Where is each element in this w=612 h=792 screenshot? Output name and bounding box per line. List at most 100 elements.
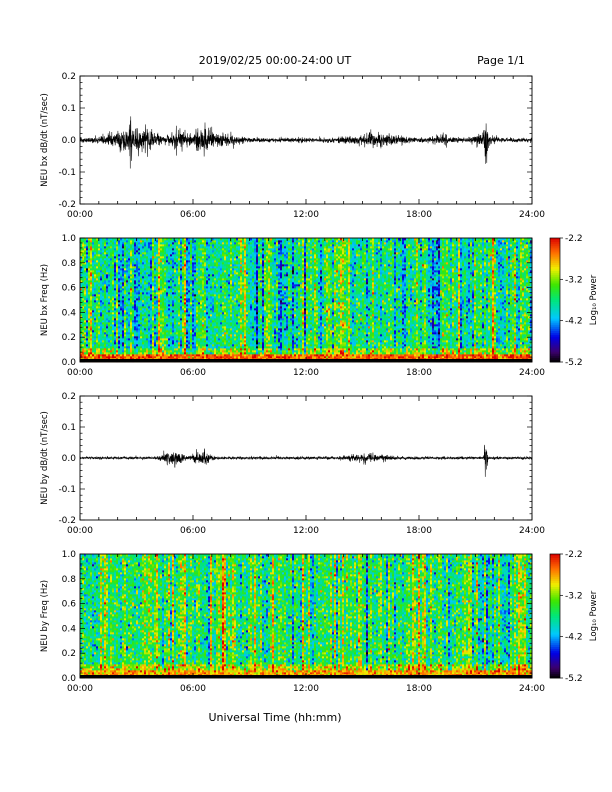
heatmap-cell [100,266,103,269]
heatmap-cell [142,306,145,309]
heatmap-cell [160,248,163,251]
heatmap-cell [120,244,123,247]
heatmap-cell [154,290,157,293]
heatmap-cell [122,256,125,259]
heatmap-cell [176,274,179,277]
heatmap-cell [110,280,113,283]
heatmap-cell [108,286,111,289]
heatmap-cell [98,340,101,343]
heatmap-cell [86,278,89,281]
heatmap-cell [146,356,149,359]
heatmap-cell [114,338,117,341]
heatmap-cell [232,268,235,271]
heatmap-cell [174,262,177,265]
heatmap-cell [84,322,87,325]
heatmap-cell [218,244,221,247]
heatmap-cell [138,248,141,251]
heatmap-cell [100,306,103,309]
heatmap-cell [176,244,179,247]
heatmap-cell [210,344,213,347]
heatmap-cell [150,312,153,315]
heatmap-cell [112,338,115,341]
heatmap-cell [100,346,103,349]
heatmap-cell [220,272,223,275]
heatmap-cell [134,322,137,325]
heatmap-cell [148,252,151,255]
heatmap-cell [140,322,143,325]
heatmap-cell [148,250,151,253]
heatmap-cell [84,314,87,317]
heatmap-cell [82,330,85,333]
heatmap-cell [208,310,211,313]
heatmap-cell [90,250,93,253]
heatmap-cell [190,318,193,321]
heatmap-cell [220,288,223,291]
heatmap-cell [94,254,97,257]
heatmap-cell [92,284,95,287]
heatmap-cell [218,246,221,249]
heatmap-cell [142,244,145,247]
heatmap-cell [122,238,125,241]
heatmap-cell [94,262,97,265]
heatmap-cell [120,340,123,343]
heatmap-cell [126,338,129,341]
heatmap-cell [188,294,191,297]
heatmap-cell [140,282,143,285]
heatmap-cell [160,298,163,301]
heatmap-cell [204,330,207,333]
heatmap-cell [200,282,203,285]
heatmap-cell [104,346,107,349]
heatmap-cell [96,326,99,329]
heatmap-cell [168,270,171,273]
heatmap-cell [212,266,215,269]
heatmap-cell [230,252,233,255]
heatmap-cell [138,250,141,253]
heatmap-cell [86,292,89,295]
heatmap-cell [82,302,85,305]
heatmap-cell [116,306,119,309]
heatmap-cell [174,288,177,291]
heatmap-cell [212,342,215,345]
heatmap-cell [86,270,89,273]
heatmap-cell [114,314,117,317]
heatmap-cell [226,242,229,245]
heatmap-cell [84,284,87,287]
heatmap-cell [96,288,99,291]
heatmap-cell [228,244,231,247]
heatmap-cell [146,256,149,259]
heatmap-cell [192,272,195,275]
heatmap-cell [112,248,115,251]
heatmap-cell [200,294,203,297]
heatmap-cell [202,346,205,349]
heatmap-cell [178,278,181,281]
heatmap-cell [144,344,147,347]
heatmap-cell [212,238,215,241]
heatmap-cell [190,306,193,309]
heatmap-cell [182,294,185,297]
heatmap-cell [208,248,211,251]
heatmap-cell [178,244,181,247]
heatmap-cell [234,346,237,349]
heatmap-cell [80,322,83,325]
heatmap-cell [230,322,233,325]
heatmap-cell [144,330,147,333]
heatmap-cell [182,342,185,345]
heatmap-cell [222,252,225,255]
heatmap-cell [168,240,171,243]
heatmap-cell [156,282,159,285]
heatmap-cell [84,274,87,277]
heatmap-cell [190,254,193,257]
heatmap-cell [172,244,175,247]
heatmap-cell [104,334,107,337]
heatmap-cell [222,290,225,293]
heatmap-cell [98,252,101,255]
heatmap-cell [186,324,189,327]
heatmap-cell [124,354,127,357]
heatmap-cell [106,242,109,245]
heatmap-cell [180,248,183,251]
heatmap-cell [194,352,197,355]
heatmap-cell [164,238,167,241]
heatmap-cell [214,246,217,249]
heatmap-cell [206,242,209,245]
heatmap-cell [132,302,135,305]
